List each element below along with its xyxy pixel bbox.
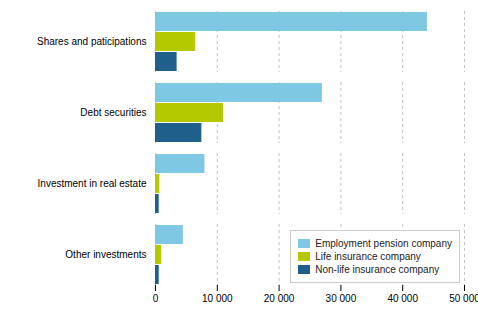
svg-text:Other investments: Other investments <box>65 249 146 260</box>
html-text:Life insurance company: Life insurance company <box>315 251 421 262</box>
html-text:Employment pension company: Employment pension company <box>315 238 452 249</box>
svg-text:Investment in real estate: Investment in real estate <box>38 178 147 189</box>
svg-text:0: 0 <box>153 293 159 304</box>
svg-text:20 000: 20 000 <box>264 293 295 304</box>
svg-text:Debt securities: Debt securities <box>80 107 146 118</box>
html-text:Non-life insurance company: Non-life insurance company <box>315 264 440 275</box>
svg-text:40 000: 40 000 <box>387 293 418 304</box>
svg-text:30 000: 30 000 <box>326 293 357 304</box>
svg-text:Shares and paticipations: Shares and paticipations <box>37 36 147 47</box>
svg-text:10 000: 10 000 <box>202 293 233 304</box>
svg-text:50 000: 50 000 <box>449 293 478 304</box>
